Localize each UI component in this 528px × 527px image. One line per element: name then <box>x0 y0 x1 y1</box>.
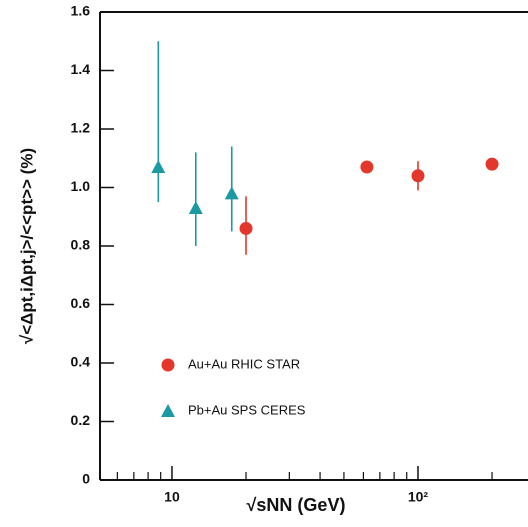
legend-label: Pb+Au SPS CERES <box>188 402 306 417</box>
legend-label: Au+Au RHIC STAR <box>188 356 300 371</box>
y-axis-label: √<Δpt,iΔpt,j>/<<pt>> (%) <box>17 148 36 344</box>
x-axis-label: √sNN (GeV) <box>247 495 346 515</box>
y-tick-label: 1.4 <box>71 61 91 77</box>
data-point <box>411 169 425 183</box>
y-tick-label: 1.2 <box>71 120 91 136</box>
data-point <box>485 157 499 171</box>
data-point <box>239 221 253 235</box>
x-tick-label: 10 <box>164 489 180 505</box>
y-tick-label: 0 <box>82 471 90 487</box>
data-point <box>151 160 166 174</box>
y-tick-label: 1.0 <box>71 178 91 194</box>
data-point <box>360 160 374 174</box>
y-tick-label: 0.2 <box>71 412 91 428</box>
data-point <box>224 186 239 200</box>
data-point <box>188 200 203 214</box>
y-tick-label: 0.6 <box>71 295 91 311</box>
x-tick-label: 10² <box>408 489 429 505</box>
y-tick-label: 0.8 <box>71 237 91 253</box>
y-tick-label: 0.4 <box>71 354 91 370</box>
legend-marker <box>161 404 175 417</box>
legend-marker <box>161 358 175 372</box>
y-tick-label: 1.6 <box>71 3 91 19</box>
